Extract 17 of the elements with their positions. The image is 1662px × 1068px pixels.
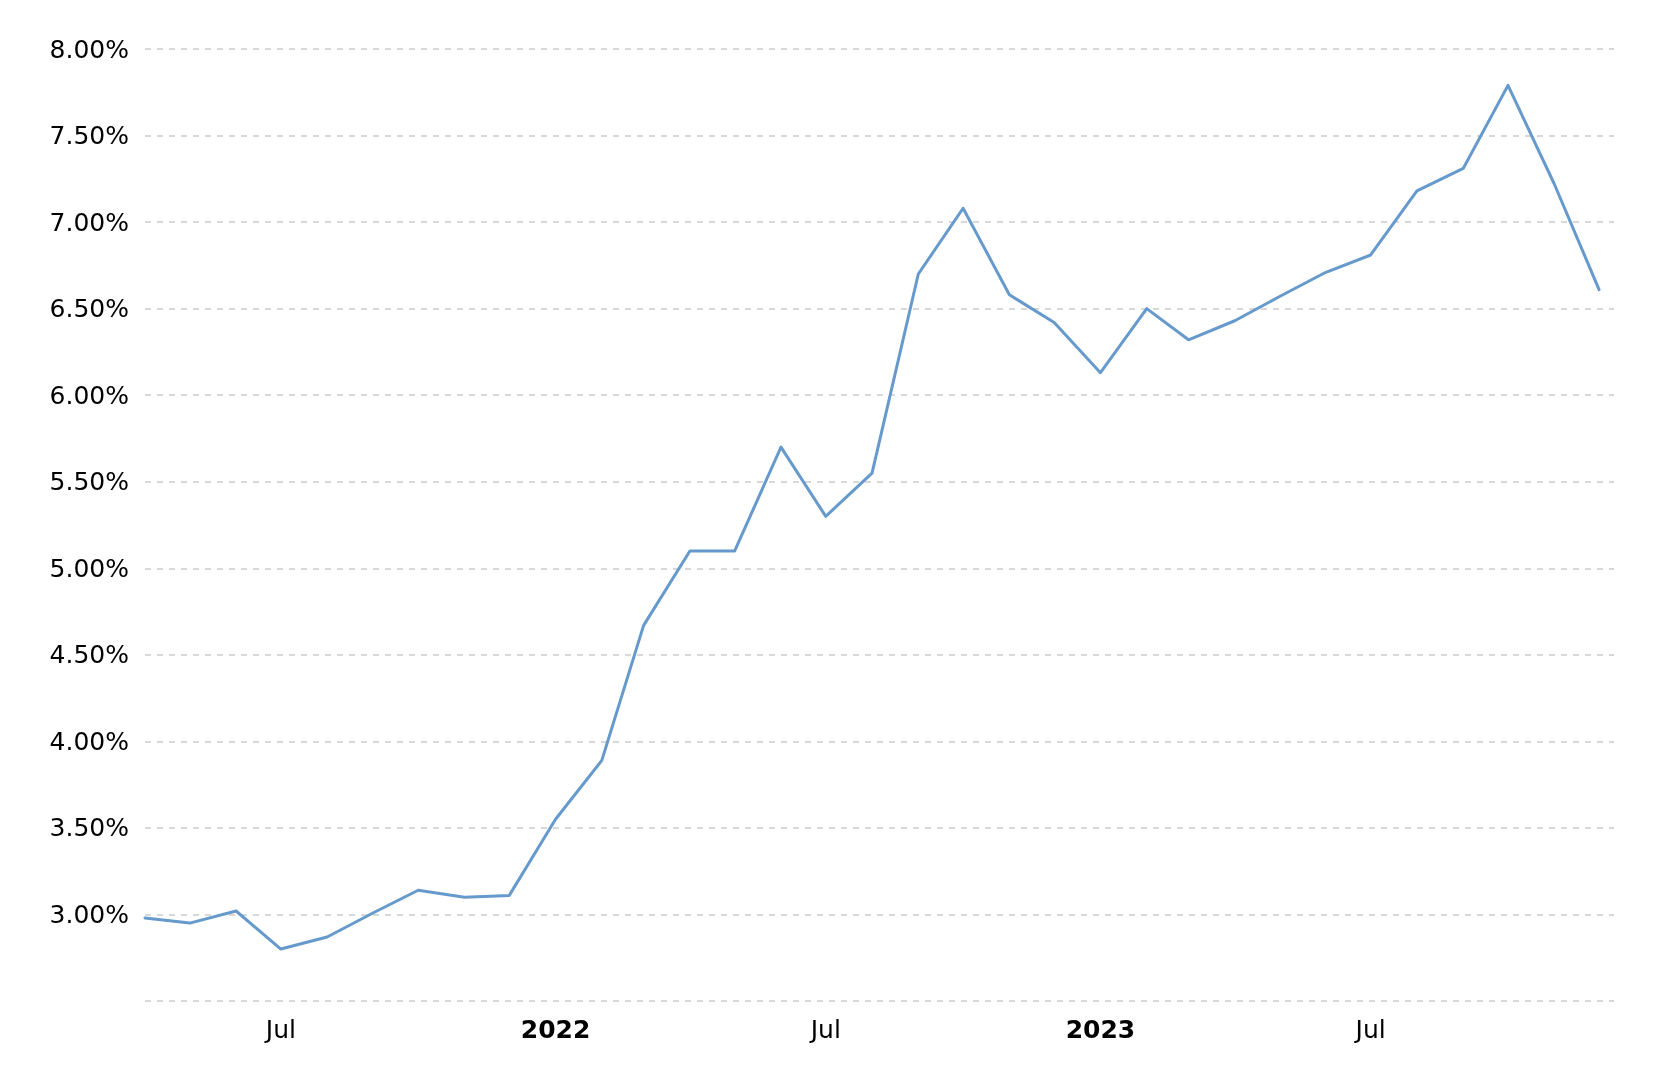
- y-tick-label: 4.50%: [49, 640, 129, 670]
- y-tick-label: 3.00%: [49, 899, 129, 929]
- y-tick-label: 5.00%: [49, 553, 129, 583]
- y-tick-label: 6.50%: [49, 294, 129, 324]
- y-tick-label: 3.50%: [49, 813, 129, 843]
- x-tick-label: Jul: [1353, 1015, 1386, 1044]
- y-tick-label: 7.50%: [49, 121, 129, 151]
- y-tick-label: 6.00%: [49, 380, 129, 410]
- x-tick-label: 2022: [520, 1015, 591, 1044]
- y-tick-label: 7.00%: [49, 207, 129, 237]
- y-tick-label: 8.00%: [49, 34, 129, 64]
- line-series: [143, 83, 1601, 951]
- x-tick-label: 2023: [1065, 1015, 1136, 1044]
- x-tick-label: Jul: [263, 1015, 296, 1044]
- y-tick-label: 5.50%: [49, 467, 129, 497]
- x-tick-label: Jul: [808, 1015, 841, 1044]
- y-tick-label: 4.00%: [49, 726, 129, 756]
